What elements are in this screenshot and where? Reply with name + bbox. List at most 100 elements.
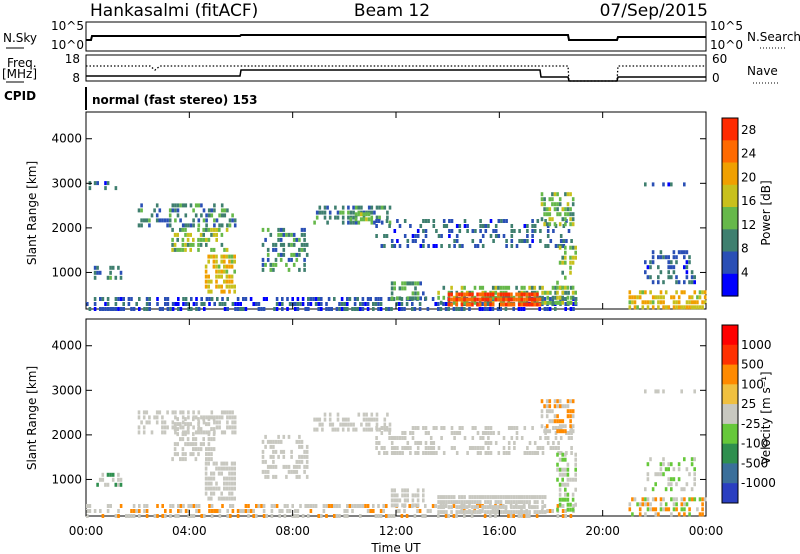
velocity-cell <box>450 431 454 435</box>
power-cell <box>390 307 393 311</box>
velocity-cell <box>442 500 446 505</box>
power-cell <box>520 292 524 297</box>
velocity-cell <box>393 503 396 508</box>
power-cell <box>553 202 557 207</box>
velocity-cell <box>463 500 466 505</box>
velocity-cell <box>197 422 200 427</box>
power-cell <box>184 227 187 232</box>
power-cell <box>184 213 188 218</box>
velocity-cell <box>269 444 273 449</box>
power-cell <box>569 265 572 270</box>
power-cell <box>476 292 479 297</box>
velocity-cell <box>296 509 300 513</box>
power-cell <box>365 212 368 217</box>
power-cell <box>336 215 340 220</box>
power-cell <box>228 254 231 259</box>
power-cell <box>515 297 518 302</box>
velocity-cell <box>561 477 564 482</box>
power-cell <box>192 218 195 223</box>
velocity-cell <box>564 424 567 429</box>
power-cell <box>220 289 223 294</box>
power-cell <box>499 302 503 307</box>
power-cell <box>455 297 459 302</box>
velocity-cell <box>346 504 349 508</box>
power-cell <box>466 229 469 233</box>
power-cell <box>228 279 231 284</box>
power-cell <box>321 210 324 215</box>
velocity-cell <box>638 502 642 507</box>
velocity-cell <box>659 462 663 467</box>
velocity-cell <box>683 512 686 517</box>
power-cell <box>633 295 637 300</box>
velocity-cell <box>210 410 214 415</box>
power-cell <box>285 232 288 237</box>
power-cell <box>207 213 211 218</box>
velocity-cell <box>262 514 266 518</box>
power-cell <box>476 244 480 248</box>
power-cell <box>556 202 559 207</box>
power-colorbar-tick: 28 <box>741 123 756 137</box>
velocity-cell <box>380 426 384 430</box>
velocity-cell <box>215 481 218 486</box>
velocity-cell <box>264 474 267 479</box>
velocity-cell <box>101 514 105 518</box>
power-cell <box>531 234 534 238</box>
velocity-cell <box>230 486 234 491</box>
power-cell <box>558 285 562 290</box>
power-cell <box>696 305 699 310</box>
power-cell <box>197 218 201 223</box>
velocity-cell <box>439 495 443 500</box>
power-cell <box>452 297 456 302</box>
velocity-cell <box>305 454 309 459</box>
power-cell <box>633 300 637 305</box>
power-cell <box>474 244 477 248</box>
velocity-cell <box>556 429 559 434</box>
velocity-cell <box>278 509 281 513</box>
velocity-colorbar-segment <box>722 364 738 385</box>
velocity-cell <box>664 467 668 472</box>
power-cell <box>298 237 301 242</box>
velocity-cell <box>571 399 575 404</box>
power-cell <box>409 281 412 286</box>
velocity-cell <box>207 486 210 491</box>
velocity-cell <box>202 442 205 447</box>
velocity-cell <box>552 426 555 430</box>
power-cell <box>192 242 195 247</box>
velocity-cell <box>298 474 301 479</box>
power-cell <box>654 295 658 300</box>
velocity-cell <box>192 432 195 437</box>
velocity-cell <box>455 514 458 518</box>
power-cell <box>422 219 425 223</box>
velocity-cell <box>552 441 555 445</box>
velocity-cell <box>137 410 141 415</box>
power-cell <box>176 208 180 213</box>
velocity-cell <box>504 495 508 500</box>
power-cell <box>173 232 177 237</box>
velocity-cell <box>200 430 203 435</box>
velocity-cell <box>569 502 572 507</box>
power-cell <box>403 281 407 286</box>
velocity-cell <box>566 409 570 414</box>
velocity-cell <box>98 477 102 482</box>
velocity-cell <box>574 452 577 457</box>
velocity-cell <box>199 447 203 452</box>
velocity-cell <box>569 409 572 414</box>
power-cell <box>460 292 464 297</box>
velocity-cell <box>657 512 660 517</box>
power-cell <box>374 302 378 306</box>
velocity-cell <box>554 436 558 440</box>
velocity-cell <box>491 505 495 510</box>
power-cell <box>672 295 676 300</box>
power-cell <box>688 305 691 310</box>
velocity-cell <box>424 514 427 518</box>
power-cell <box>504 285 508 290</box>
velocity-cell <box>654 389 657 394</box>
velocity-cell <box>318 422 322 427</box>
power-cell <box>541 285 544 290</box>
velocity-cell <box>478 504 482 508</box>
velocity-cell <box>442 426 446 430</box>
power-cell <box>543 212 546 217</box>
power-cell <box>564 212 567 217</box>
power-cells <box>86 181 707 311</box>
power-cell <box>281 297 284 301</box>
